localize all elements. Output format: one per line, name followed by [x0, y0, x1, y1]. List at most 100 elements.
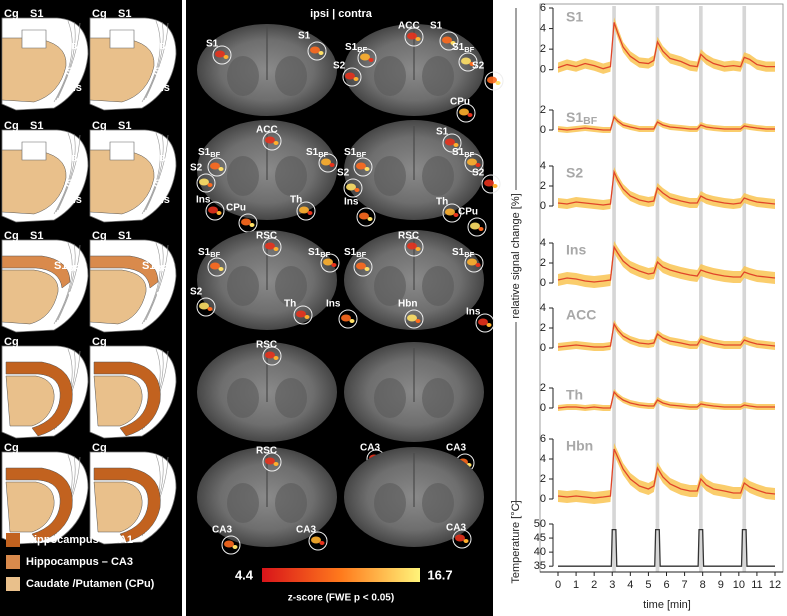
cortex-line — [141, 132, 161, 215]
x-tick-label: 10 — [733, 579, 745, 591]
label-main: S1 — [146, 38, 159, 50]
atlas-label: S2 — [66, 66, 79, 78]
chart-title: Hbn — [566, 438, 593, 454]
activation — [359, 212, 369, 220]
y-tick-label: 40 — [534, 546, 546, 558]
colorbar-label: z-score (FWE p < 0.05) — [288, 593, 394, 604]
hf-region — [21, 141, 47, 161]
region-label: S2 — [333, 61, 346, 72]
roi-circle — [196, 173, 216, 193]
roi-circle — [357, 48, 377, 68]
colorbar-max: 16.7 — [427, 567, 452, 582]
region-label: S1BF — [452, 147, 475, 159]
activation — [216, 211, 222, 215]
activation — [349, 319, 355, 323]
region-label: RSC — [256, 446, 277, 457]
ca-region — [1, 255, 71, 289]
ca3-region — [5, 481, 55, 533]
error-band — [558, 241, 775, 288]
x-tick-label: 8 — [700, 579, 706, 591]
region-label: RSC — [256, 340, 277, 351]
activation — [210, 262, 220, 270]
activation — [415, 37, 421, 41]
roi-circle — [481, 174, 501, 194]
label-sub: BF — [320, 250, 330, 259]
atlas-label: S1BF — [146, 150, 170, 163]
ca3-region — [93, 481, 143, 533]
y-tick-label: 4 — [540, 22, 546, 34]
label-sub: BF — [464, 45, 474, 54]
activation — [407, 242, 417, 250]
atlas-label: F — [125, 38, 132, 50]
activation — [273, 141, 279, 145]
activation — [249, 223, 255, 227]
atlas-drawing — [89, 451, 177, 545]
label-sub: BF — [318, 150, 328, 159]
signal-line — [557, 448, 776, 499]
label-main: S1 — [142, 260, 155, 272]
activation — [470, 222, 480, 230]
atlas-label: S2 — [154, 66, 167, 78]
chart-title: S1BF — [566, 109, 598, 127]
atlas-label: Cg — [92, 230, 107, 242]
colorbar — [262, 568, 420, 582]
cpu-region — [1, 37, 67, 103]
region-label: S1 — [430, 21, 443, 32]
atlas-label: Ins — [154, 82, 170, 94]
error-band — [558, 167, 775, 210]
atlas-label: S2 — [156, 290, 169, 302]
legend-swatch — [6, 533, 20, 547]
label-sub: BF — [356, 150, 366, 159]
activation — [475, 263, 481, 267]
activation — [469, 62, 475, 66]
cpu-region — [89, 269, 147, 325]
legend-swatch — [6, 555, 20, 569]
label-sub: BF — [155, 264, 166, 273]
cpu-region — [89, 149, 155, 215]
signal-line — [557, 390, 775, 409]
region-label: RSC — [256, 231, 277, 242]
label-sub: BF — [67, 264, 78, 273]
stimulus-bar — [699, 6, 703, 572]
atlas-label: Ins — [66, 194, 82, 206]
region-label: Ins — [326, 299, 341, 310]
activation — [484, 179, 494, 187]
region-label: S1BF — [198, 147, 221, 159]
roi-circle — [221, 535, 241, 555]
cortex-line — [57, 134, 81, 211]
atlas-drawing — [1, 451, 89, 545]
region-label: S1BF — [198, 247, 221, 259]
brain-structure — [227, 266, 259, 306]
atlas-label: Cg — [4, 120, 19, 132]
label-sub: BF — [210, 250, 220, 259]
region-label: CA3 — [446, 523, 466, 534]
y-tick-label: 35 — [534, 560, 546, 572]
brain-structure — [275, 56, 307, 96]
activation — [223, 55, 229, 59]
atlas-drawing — [89, 345, 177, 439]
cpu-region — [1, 149, 67, 215]
roi-circle — [262, 346, 282, 366]
roi-circle — [464, 153, 484, 173]
atlas-label: S1 — [30, 8, 43, 20]
activation — [311, 536, 321, 544]
region-label: Ins — [196, 195, 211, 206]
brain-structure — [422, 156, 454, 196]
maps-header: ipsi | contra — [310, 8, 373, 20]
brain-structure — [422, 266, 454, 306]
atlas-label: F — [125, 150, 132, 162]
roi-circle — [484, 71, 504, 91]
roi-circle — [338, 309, 358, 329]
atlas-label: F — [37, 150, 44, 162]
atlas-label: S2 — [66, 178, 79, 190]
activation — [199, 178, 209, 186]
ca-region — [89, 255, 159, 289]
y-tick-label: 4 — [540, 160, 546, 172]
region-label: Th — [284, 299, 296, 310]
x-tick-label: 4 — [627, 579, 633, 591]
label-main: S1 — [306, 147, 319, 158]
roi-circle — [207, 157, 227, 177]
activation — [360, 53, 370, 61]
region-label: CPu — [458, 207, 478, 218]
